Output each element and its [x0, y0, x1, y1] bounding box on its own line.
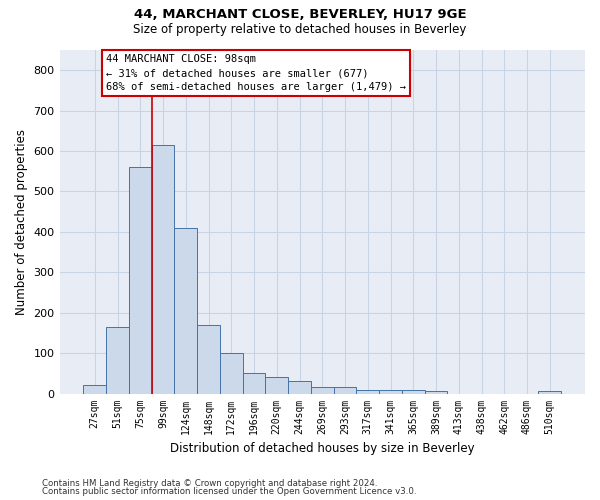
- Bar: [106, 327, 129, 394]
- Bar: [265, 376, 288, 394]
- Text: Size of property relative to detached houses in Beverley: Size of property relative to detached ho…: [133, 22, 467, 36]
- Text: Contains public sector information licensed under the Open Government Licence v3: Contains public sector information licen…: [42, 487, 416, 496]
- Text: Contains HM Land Registry data © Crown copyright and database right 2024.: Contains HM Land Registry data © Crown c…: [42, 478, 377, 488]
- Bar: [425, 391, 448, 394]
- X-axis label: Distribution of detached houses by size in Beverley: Distribution of detached houses by size …: [170, 442, 475, 455]
- Bar: [83, 386, 106, 394]
- Bar: [129, 167, 152, 394]
- Y-axis label: Number of detached properties: Number of detached properties: [15, 129, 28, 315]
- Bar: [242, 372, 265, 394]
- Bar: [538, 390, 561, 394]
- Bar: [220, 353, 242, 394]
- Bar: [175, 228, 197, 394]
- Bar: [152, 145, 175, 394]
- Text: 44, MARCHANT CLOSE, BEVERLEY, HU17 9GE: 44, MARCHANT CLOSE, BEVERLEY, HU17 9GE: [134, 8, 466, 20]
- Bar: [402, 390, 425, 394]
- Bar: [379, 390, 402, 394]
- Bar: [197, 325, 220, 394]
- Bar: [288, 380, 311, 394]
- Bar: [356, 390, 379, 394]
- Bar: [334, 388, 356, 394]
- Bar: [311, 388, 334, 394]
- Text: 44 MARCHANT CLOSE: 98sqm
← 31% of detached houses are smaller (677)
68% of semi-: 44 MARCHANT CLOSE: 98sqm ← 31% of detach…: [106, 54, 406, 92]
